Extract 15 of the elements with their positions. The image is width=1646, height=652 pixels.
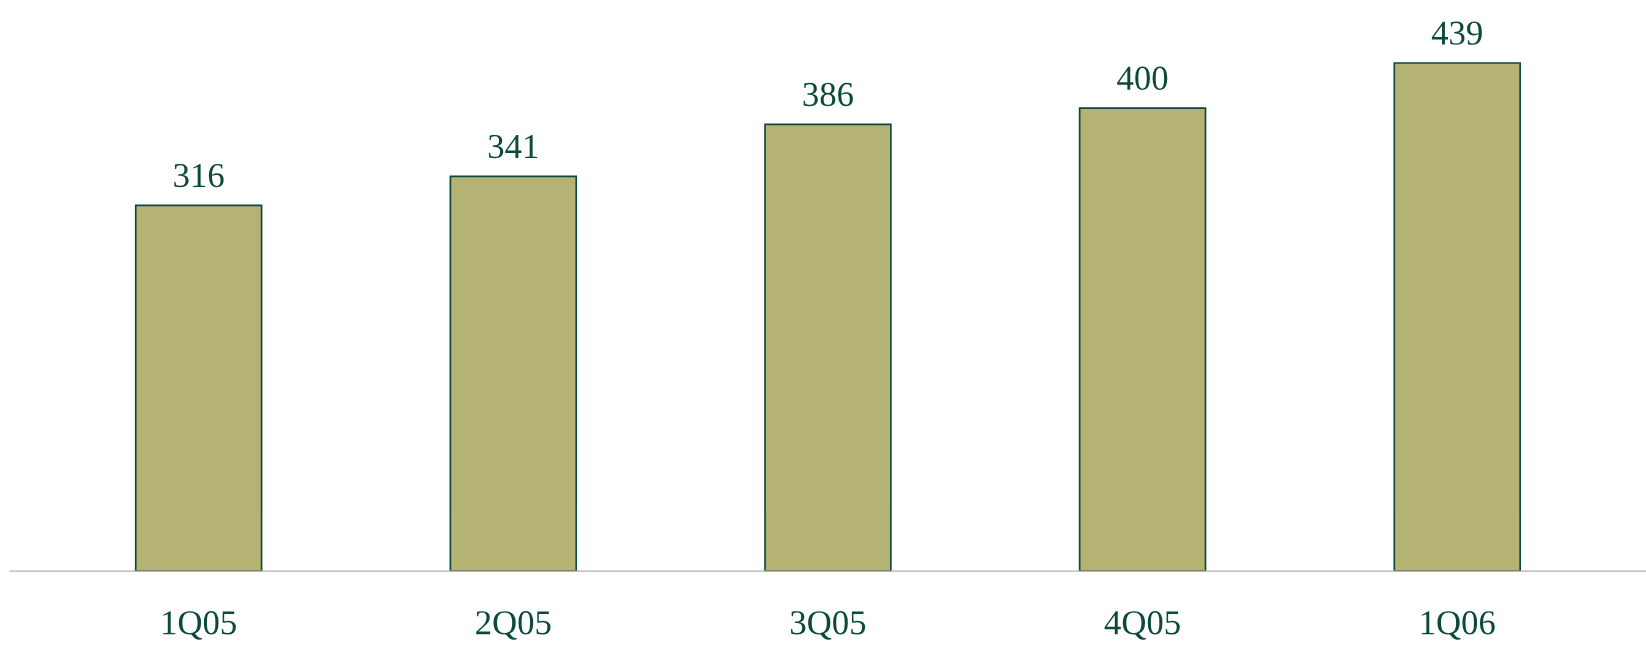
bar bbox=[1393, 62, 1521, 572]
data-label: 316 bbox=[174, 163, 224, 188]
x-tick-label: 2Q05 bbox=[476, 611, 551, 640]
data-label: 400 bbox=[1117, 66, 1168, 90]
bar bbox=[134, 204, 263, 572]
data-label: 386 bbox=[803, 82, 853, 107]
x-tick-label: 1Q05 bbox=[163, 611, 236, 640]
x-tick-label: 4Q05 bbox=[1104, 611, 1180, 640]
data-label: 341 bbox=[488, 134, 538, 159]
x-tick-label: 3Q05 bbox=[791, 611, 866, 640]
x-tick-label: 1Q06 bbox=[1421, 611, 1495, 640]
bar bbox=[449, 175, 578, 572]
bar bbox=[1078, 107, 1207, 572]
data-label: 439 bbox=[1431, 21, 1482, 45]
bar bbox=[764, 123, 892, 572]
